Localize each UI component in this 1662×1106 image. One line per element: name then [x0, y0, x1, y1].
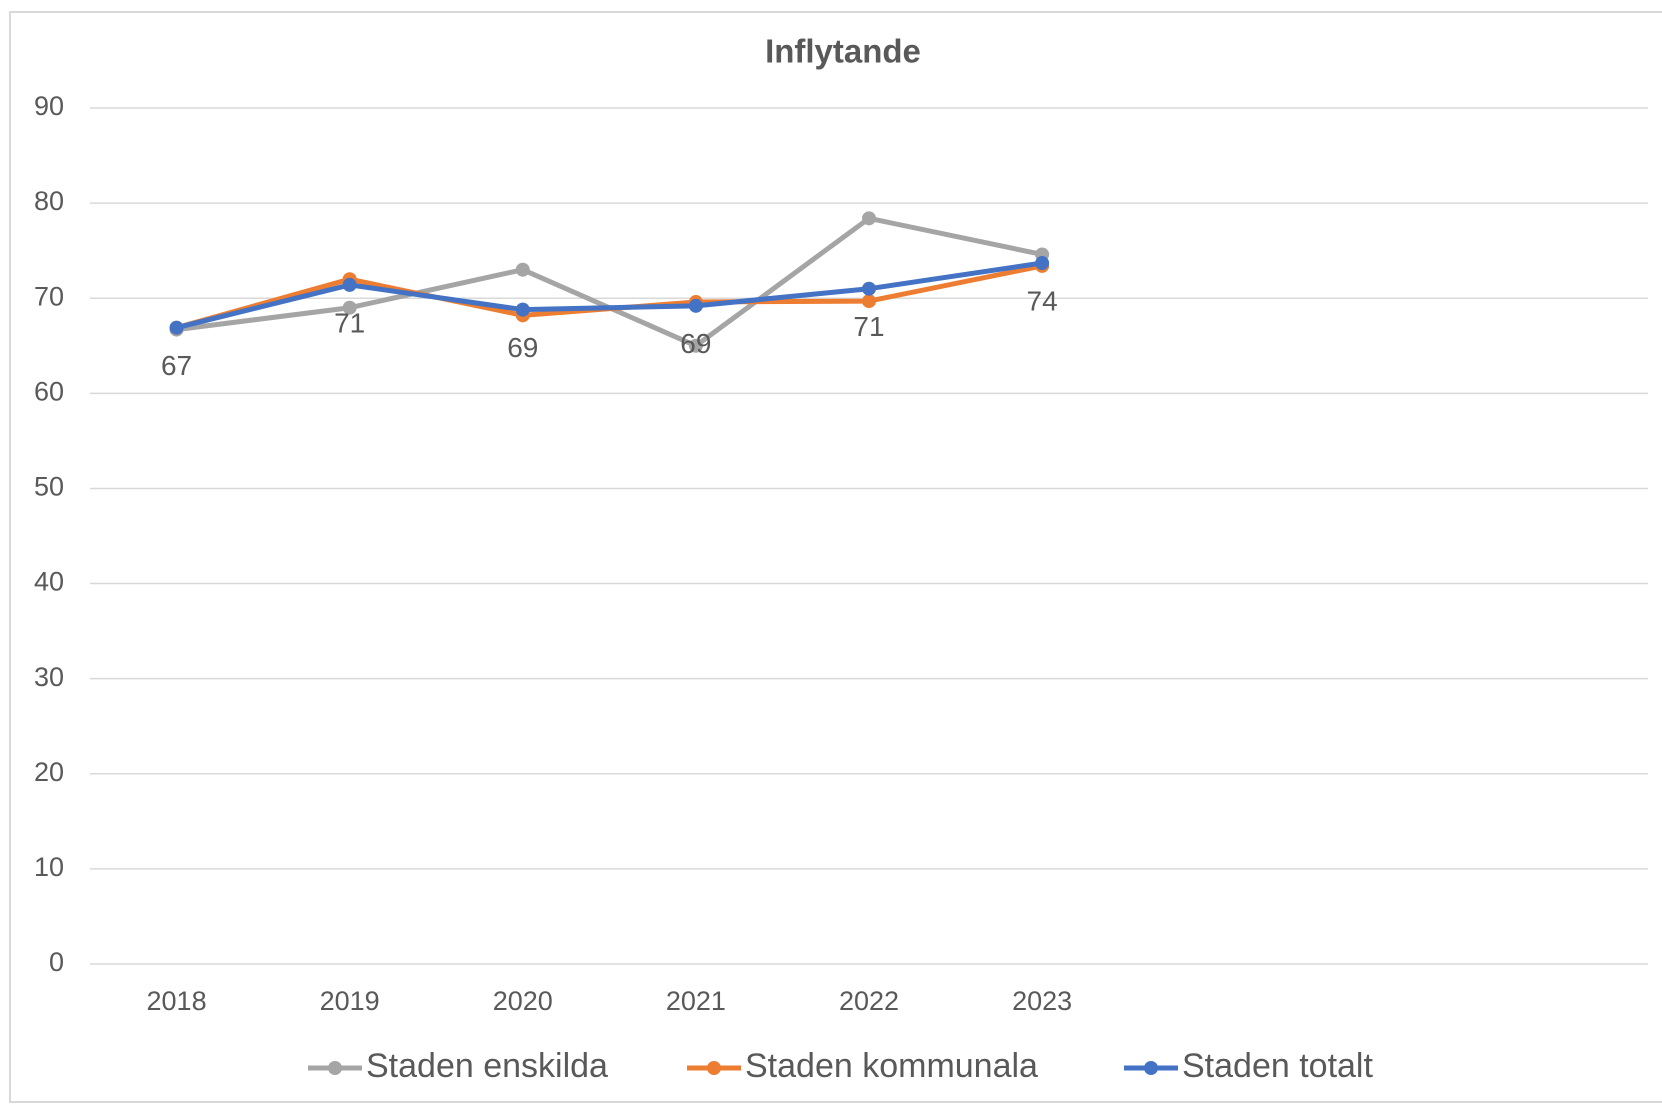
y-tick-label: 70	[34, 281, 64, 311]
y-tick-label: 30	[34, 662, 64, 692]
y-tick-label: 90	[34, 91, 64, 121]
legend-label: Staden enskilda	[366, 1047, 608, 1085]
legend-marker	[1144, 1061, 1158, 1075]
x-tick-label: 2023	[1012, 986, 1072, 1016]
data-label: 69	[680, 328, 711, 359]
data-label: 67	[161, 350, 192, 381]
point	[688, 338, 703, 353]
data-label: 74	[1027, 285, 1058, 316]
point	[515, 262, 530, 277]
data-label: 69	[507, 332, 538, 363]
legend-marker	[328, 1061, 342, 1075]
y-tick-label: 0	[49, 947, 64, 977]
chart-title: Inflytande	[765, 33, 921, 70]
y-tick-label: 40	[34, 567, 64, 597]
point	[862, 211, 876, 226]
point	[1035, 256, 1050, 271]
x-tick-label: 2020	[493, 986, 553, 1016]
data-label: 71	[334, 307, 365, 338]
x-tick-label: 2021	[666, 986, 726, 1016]
legend-label: Staden totalt	[1182, 1047, 1373, 1085]
y-tick-label: 80	[34, 186, 64, 216]
point	[688, 298, 703, 313]
legend-label: Staden kommunala	[745, 1047, 1038, 1085]
y-tick-label: 20	[34, 757, 64, 787]
series-line	[175, 260, 1043, 331]
y-tick-label: 60	[34, 376, 64, 406]
x-tick-label: 2019	[320, 986, 380, 1016]
point	[342, 300, 357, 315]
point	[169, 320, 184, 335]
point	[862, 281, 876, 296]
y-tick-label: 50	[34, 472, 64, 502]
point	[515, 302, 530, 317]
legend-marker	[707, 1061, 721, 1075]
x-tick-label: 2018	[147, 986, 207, 1016]
point	[342, 277, 357, 292]
x-tick-label: 2022	[839, 986, 899, 1016]
data-label: 71	[853, 311, 884, 342]
point	[862, 294, 876, 309]
y-tick-label: 10	[34, 852, 64, 882]
chart-border	[9, 11, 1662, 1103]
